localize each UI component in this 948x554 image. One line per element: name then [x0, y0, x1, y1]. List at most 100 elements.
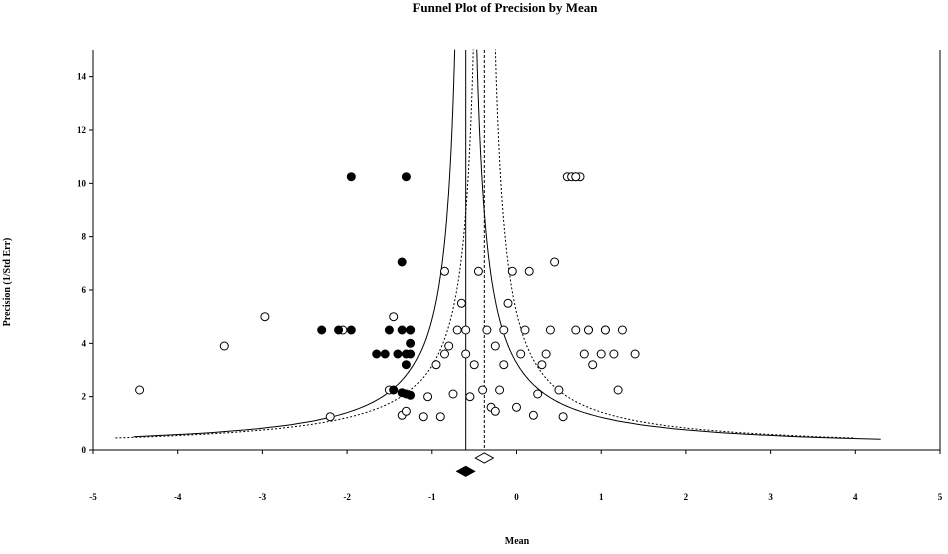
- observed-study-point: [452, 325, 462, 335]
- observed-study-point: [456, 298, 466, 308]
- x-tick-label: -4: [174, 492, 182, 502]
- imputed-study-point: [372, 349, 382, 359]
- imputed-study-point: [389, 385, 399, 395]
- observed-study-point: [613, 385, 623, 395]
- y-tick-label: 0: [82, 445, 87, 455]
- observed-study-point: [461, 349, 471, 359]
- y-tick-label: 10: [77, 178, 87, 188]
- observed-study-point: [461, 325, 471, 335]
- observed-study-point: [558, 412, 568, 422]
- y-tick-label: 8: [82, 232, 87, 242]
- observed-study-point: [541, 349, 551, 359]
- observed-study-point: [219, 341, 229, 351]
- observed-study-point: [325, 412, 335, 422]
- imputed-study-point: [334, 325, 344, 335]
- imputed-study-point: [406, 390, 416, 400]
- y-tick-label: 12: [77, 125, 87, 135]
- imputed-study-point: [393, 349, 403, 359]
- y-axis-title: Precision (1/Std Err): [2, 238, 13, 327]
- x-tick-label: 2: [684, 492, 689, 502]
- observed-study-point: [545, 325, 555, 335]
- observed-study-point: [444, 341, 454, 351]
- imputed-study-point: [406, 349, 416, 359]
- observed-study-point: [440, 266, 449, 276]
- observed-study-point: [537, 360, 547, 370]
- observed-study-point: [448, 389, 458, 399]
- observed-study-point: [516, 349, 526, 359]
- observed-study-point: [435, 412, 445, 422]
- observed-study-point: [389, 312, 399, 322]
- observed-study-point: [499, 360, 509, 370]
- x-tick-label: 3: [768, 492, 773, 502]
- summary-diamond: [474, 452, 495, 464]
- y-tick-label: 14: [77, 72, 87, 82]
- imputed-study-point: [406, 338, 416, 348]
- x-tick-label: 0: [514, 492, 519, 502]
- imputed-study-point: [406, 325, 416, 335]
- x-tick-label: 1: [599, 492, 604, 502]
- observed-study-point: [584, 325, 593, 335]
- observed-study-point: [423, 392, 433, 402]
- observed-study-point: [418, 412, 428, 422]
- x-tick-label: -3: [259, 492, 267, 502]
- observed-study-point: [554, 385, 564, 395]
- observed-study-point: [503, 298, 513, 308]
- observed-study-point: [135, 385, 145, 395]
- observed-study-point: [528, 410, 538, 420]
- observed-study-point: [490, 406, 500, 416]
- x-tick-label: -2: [343, 492, 351, 502]
- observed-study-point: [465, 392, 475, 402]
- summary-diamond: [455, 465, 476, 477]
- y-tick-label: 4: [82, 338, 87, 348]
- imputed-study-point: [346, 325, 356, 335]
- imputed-study-point: [380, 349, 390, 359]
- observed-study-point: [401, 406, 411, 416]
- imputed-study-point: [346, 172, 356, 182]
- observed-study-point: [588, 360, 598, 370]
- observed-study-point: [473, 266, 483, 276]
- observed-study-point: [512, 402, 521, 412]
- imputed-study-point: [401, 172, 411, 182]
- x-axis-title: Mean: [505, 536, 530, 547]
- observed-study-point: [617, 325, 627, 335]
- y-tick-label: 2: [82, 392, 87, 402]
- observed-study-point: [524, 266, 534, 276]
- observed-study-point: [507, 266, 517, 276]
- summary-diamonds-group: [455, 452, 495, 477]
- funnel-boundary-left: [133, 49, 456, 438]
- observed-study-point: [600, 325, 610, 335]
- observed-study-point: [596, 349, 606, 359]
- observed-study-point: [630, 349, 640, 359]
- chart-title: Funnel Plot of Precision by Mean: [412, 0, 598, 15]
- data-points-group: [135, 172, 640, 422]
- observed-study-point: [478, 385, 488, 395]
- observed-study-point: [571, 172, 581, 182]
- observed-study-point: [482, 325, 492, 335]
- x-tick-label: 4: [853, 492, 858, 502]
- observed-study-point: [440, 349, 449, 359]
- funnel-adjusted-boundary-right: [494, 49, 854, 439]
- imputed-study-point: [397, 325, 407, 335]
- x-tick-label: 5: [938, 492, 943, 502]
- observed-study-point: [609, 349, 619, 359]
- funnel-lines-group: [115, 49, 881, 450]
- observed-study-point: [495, 385, 505, 395]
- imputed-study-point: [317, 325, 327, 335]
- observed-study-point: [499, 325, 509, 335]
- observed-study-point: [490, 341, 500, 351]
- observed-study-point: [550, 257, 560, 267]
- observed-study-point: [431, 360, 441, 370]
- observed-study-point: [533, 389, 543, 399]
- observed-study-point: [579, 349, 589, 359]
- observed-study-point: [571, 325, 581, 335]
- x-tick-label: -5: [89, 492, 97, 502]
- imputed-study-point: [401, 360, 411, 370]
- y-tick-label: 6: [82, 285, 87, 295]
- imputed-study-point: [384, 325, 394, 335]
- x-tick-label: -1: [428, 492, 436, 502]
- observed-study-point: [520, 325, 530, 335]
- imputed-study-point: [397, 257, 407, 267]
